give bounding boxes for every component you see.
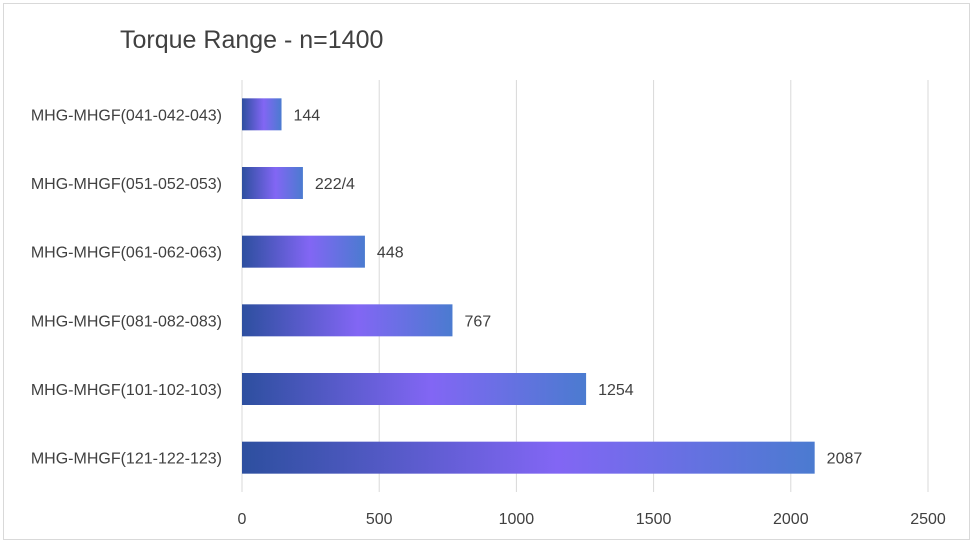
- data-label: 144: [294, 107, 321, 124]
- bar: [242, 373, 587, 405]
- bar: [242, 98, 282, 131]
- category-label: MHG-MHGF(041-042-043): [31, 107, 222, 124]
- bar: [242, 235, 365, 268]
- bar: [242, 167, 303, 199]
- data-label: 448: [377, 245, 404, 262]
- bar: [242, 304, 453, 337]
- data-label: 767: [464, 313, 491, 330]
- bar: [242, 441, 815, 474]
- x-tick-label: 2500: [910, 511, 946, 528]
- category-label: MHG-MHGF(121-122-123): [31, 451, 222, 468]
- x-tick-label: 500: [366, 511, 393, 528]
- x-tick-label: 1500: [636, 511, 672, 528]
- x-tick-label: 0: [238, 511, 247, 528]
- chart-title: Torque Range - n=1400: [120, 26, 384, 54]
- data-label: 1254: [598, 382, 634, 399]
- x-tick-label: 2000: [773, 511, 809, 528]
- category-label: MHG-MHGF(051-052-053): [31, 176, 222, 193]
- category-label: MHG-MHGF(081-082-083): [31, 313, 222, 330]
- data-label: 222/4: [315, 176, 355, 193]
- category-label: MHG-MHGF(101-102-103): [31, 382, 222, 399]
- x-tick-label: 1000: [499, 511, 535, 528]
- category-label: MHG-MHGF(061-062-063): [31, 245, 222, 262]
- data-label: 2087: [827, 451, 863, 468]
